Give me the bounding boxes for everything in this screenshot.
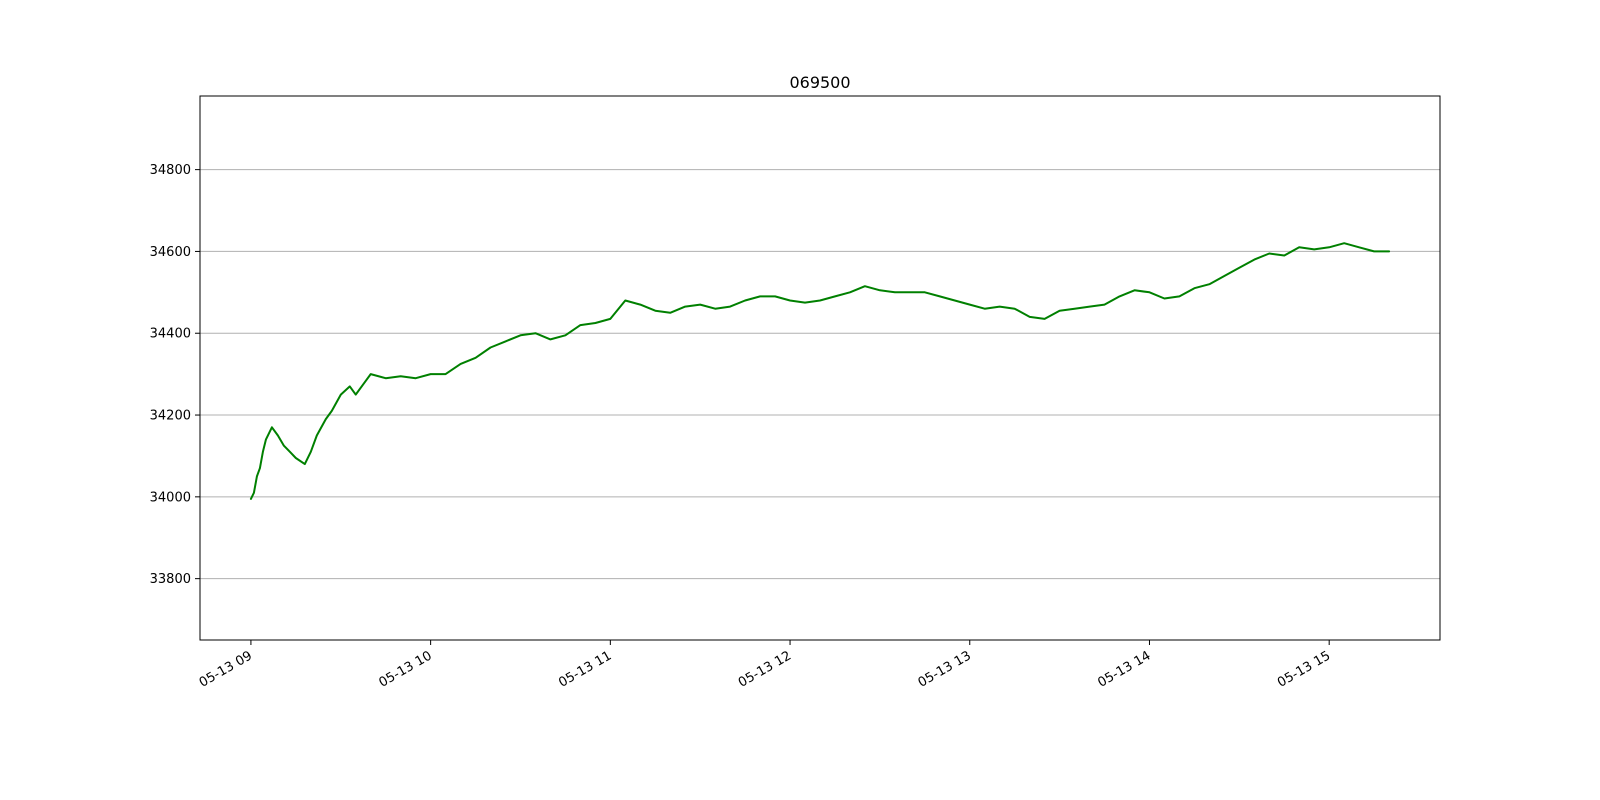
x-axis-ticks: 05-13 09 05-13 10 05-13 11 05-13 12 05-13 13… [197, 640, 1333, 691]
x-tick-label: 05-13 09 [197, 648, 255, 690]
y-tick-label: 34400 [150, 327, 191, 342]
x-tick-label: 05-13 10 [377, 648, 435, 690]
y-axis-ticks: 33800 34000 34200 34400 34600 34800 [150, 163, 200, 587]
axes-frame [199, 95, 1441, 641]
series-line [249, 242, 1391, 500]
chart-title: 069500 [789, 73, 850, 92]
y-tick-label: 34200 [150, 409, 191, 424]
y-tick-label: 34800 [150, 163, 191, 178]
grid-lines [200, 169, 1440, 580]
x-tick-label: 05-13 15 [1275, 648, 1333, 690]
x-tick-label: 05-13 14 [1095, 648, 1153, 690]
y-tick-label: 33800 [150, 572, 191, 587]
y-tick-label: 34600 [150, 245, 191, 260]
x-tick-label: 05-13 13 [916, 648, 974, 690]
x-tick-label: 05-13 11 [556, 648, 614, 690]
series-layer [249, 242, 1391, 500]
plot-background [200, 96, 1440, 640]
y-tick-label: 34000 [150, 490, 191, 505]
x-tick-label: 05-13 12 [736, 648, 794, 690]
